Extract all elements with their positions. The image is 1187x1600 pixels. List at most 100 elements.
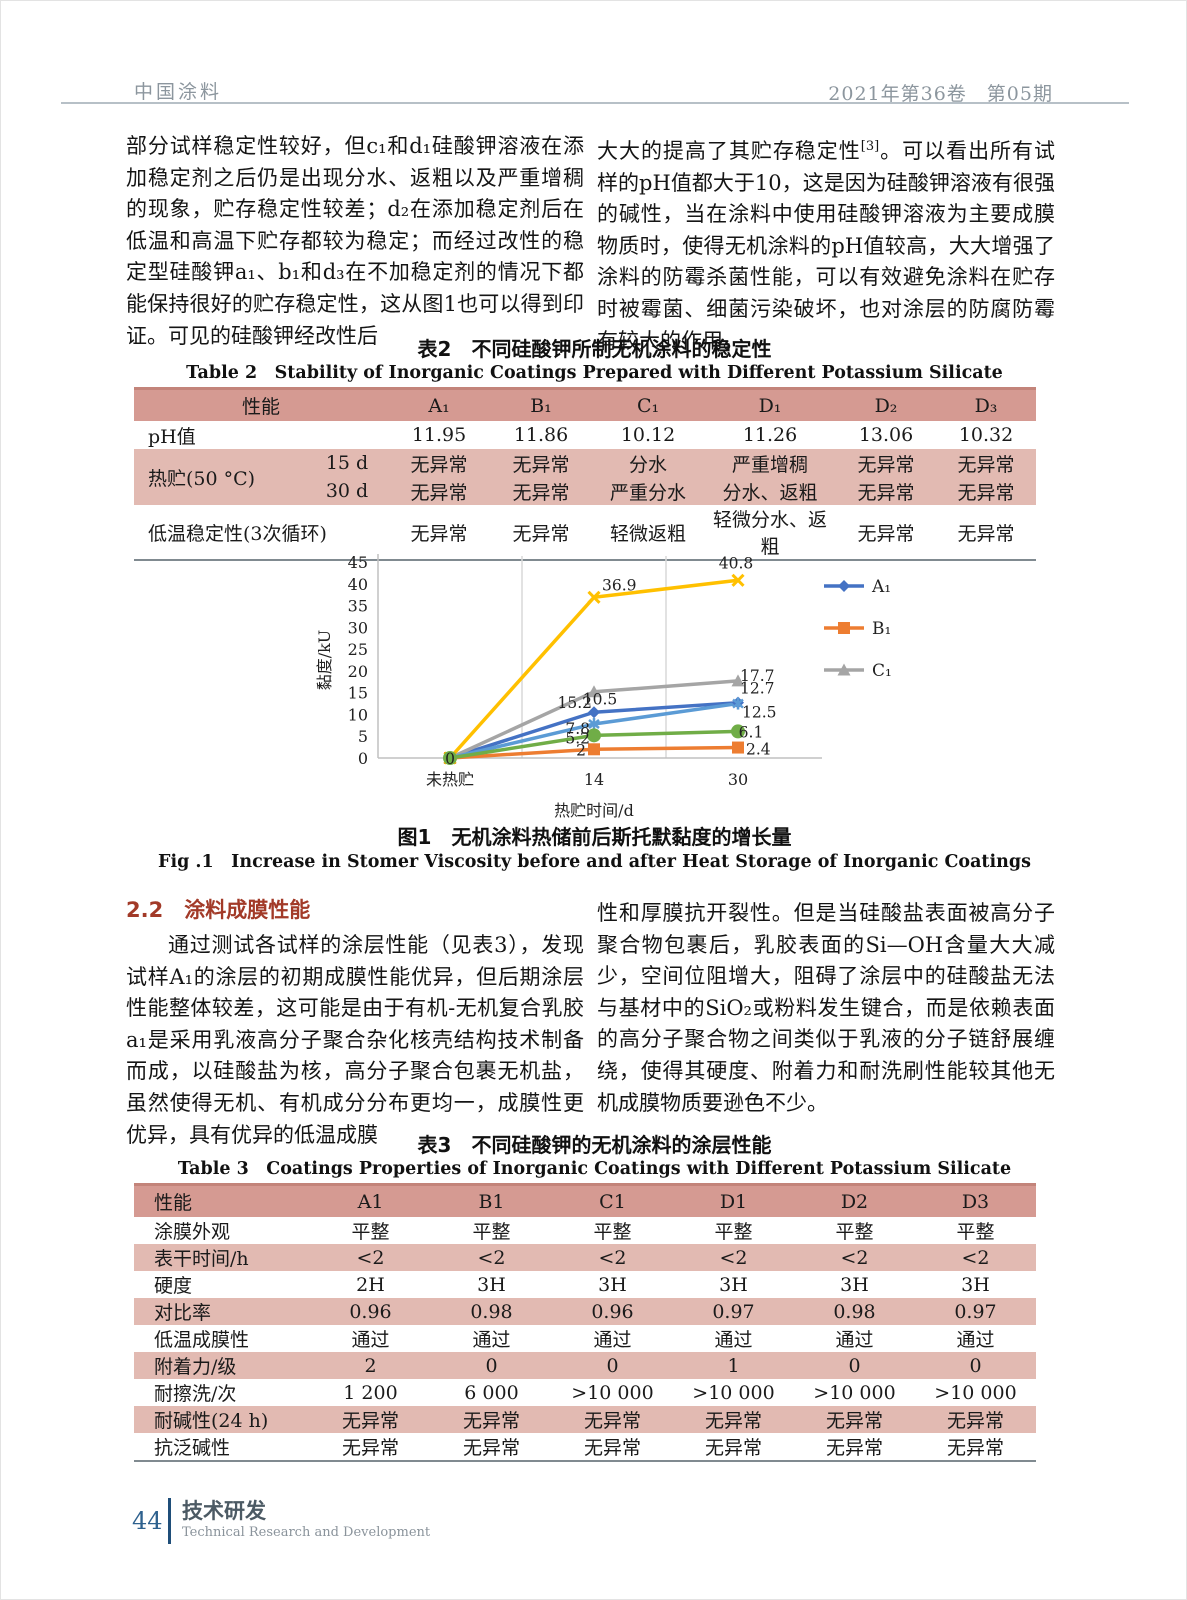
table-cell: 无异常 <box>704 1437 762 1459</box>
table-cell: 无异常 <box>410 453 468 476</box>
series-marker <box>732 698 744 709</box>
table3-coating-properties: 性能 A1 B1 C1 D1 D2 D3 涂膜外观 平整 平整 平整 平整 平整 平整 表干时间/h <2 <2… <box>134 1183 1036 1462</box>
table-cell: <2 <box>840 1246 869 1269</box>
table-cell: 0 <box>485 1354 498 1377</box>
table-row: 附着力/级 2 0 0 1 0 0 <box>134 1352 1036 1379</box>
table-cell: 无异常 <box>857 522 915 545</box>
table-cell: 通过 <box>472 1329 511 1351</box>
table-cell: 无异常 <box>857 453 915 476</box>
table3-col-header: 性能 <box>134 1183 310 1217</box>
data-label: 5.2 <box>565 729 590 747</box>
table-cell: 0.97 <box>712 1300 755 1323</box>
table-cell: 11.95 <box>411 424 467 446</box>
table-row: 性能 A₁ B₁ C₁ D₁ D₂ D₃ <box>134 387 1037 421</box>
table-cell: 平整 <box>593 1221 632 1243</box>
series-marker <box>587 590 601 604</box>
table-cell: 0.98 <box>833 1300 876 1323</box>
table-cell: 无异常 <box>857 481 915 504</box>
table-cell: <2 <box>477 1246 506 1269</box>
footer-section-en: Technical Research and Development <box>182 1525 431 1540</box>
x-tick-label: 14 <box>584 770 604 789</box>
y-tick-label: 15 <box>348 684 368 703</box>
table-cell: 平整 <box>835 1221 874 1243</box>
table-cell: 1 <box>727 1354 740 1377</box>
section22-paragraph-right: 性和厚膜抗开裂性。但是当硅酸盐表面被高分子聚合物包裹后，乳胶表面的Si—OH含量… <box>597 901 1055 1115</box>
table-cell: 附着力/级 <box>154 1356 237 1378</box>
table-cell: 无异常 <box>946 1410 1004 1432</box>
y-tick-label: 10 <box>348 705 368 724</box>
table-cell: 无异常 <box>957 481 1015 504</box>
table-cell: 10.12 <box>620 424 676 446</box>
table-cell: >10 000 <box>571 1381 654 1404</box>
table2-col-header: D₁ <box>704 387 837 421</box>
table-cell: 3H <box>719 1273 748 1296</box>
fig1-caption-zh: 图1 无机涂料热储前后斯托默黏度的增长量 <box>397 825 792 849</box>
series-marker <box>838 580 850 592</box>
data-label: 10.5 <box>583 690 618 708</box>
series-marker <box>588 743 600 756</box>
y-tick-label: 20 <box>348 662 368 681</box>
table2-stability: 性能 A₁ B₁ C₁ D₁ D₂ D₃ pH值 11.95 11.86 10.12 11.26 13.… <box>134 387 1037 561</box>
table-cell: 11.86 <box>513 424 569 446</box>
section-heading-2-2: 2.2 涂料成膜性能 <box>126 898 311 922</box>
x-tick-label: 未热贮 <box>426 770 474 789</box>
table-row: 低温稳定性(3次循环) 无异常 无异常 轻微返粗 轻微分水、返粗 无异常 无异常 <box>134 505 1036 560</box>
series-marker <box>837 663 851 676</box>
table-cell: 通过 <box>835 1329 874 1351</box>
legend-label: B₁ <box>872 619 891 639</box>
table-cell: 平整 <box>351 1221 390 1243</box>
table-row: 耐碱性(24 h) 无异常 无异常 无异常 无异常 无异常 无异常 <box>134 1406 1036 1433</box>
table3-title-en: Table 3 Coatings Properties of Inorganic… <box>177 1159 1012 1179</box>
table-cell: 0.96 <box>591 1300 634 1323</box>
table-cell: 11.26 <box>742 424 798 446</box>
table2-col-header: 性能 <box>134 387 389 421</box>
data-label: 2.4 <box>746 741 771 759</box>
table3-col-header: C1 <box>552 1183 673 1217</box>
y-tick-label: 30 <box>348 618 368 637</box>
intro-paragraph-left: 部分试样稳定性较好，但c₁和d₁硅酸钾溶液在添加稳定剂之后仍是出现分水、返粗以及… <box>126 134 584 348</box>
table3-col-header: D3 <box>915 1183 1036 1217</box>
table-cell: 无异常 <box>341 1410 399 1432</box>
table-cell: 严重增稠 <box>732 453 809 476</box>
data-label: 2 <box>576 741 586 759</box>
data-label: 36.9 <box>602 576 637 594</box>
table3-col-header: B1 <box>431 1183 552 1217</box>
table-cell: 无异常 <box>462 1437 520 1459</box>
intro-paragraph-right: 大大的提高了其贮存稳定性[3]。可以看出所有试样的pH值都大于10，这是因为硅酸… <box>597 131 1055 357</box>
table-cell: 无异常 <box>512 522 570 545</box>
footer-section-zh: 技术研发 <box>182 1499 266 1523</box>
header-rule <box>61 102 1129 104</box>
table-cell: <2 <box>719 1246 748 1269</box>
table-cell: 热贮(50 °C) <box>148 467 256 490</box>
series-marker <box>731 724 745 739</box>
table-cell: 耐擦洗/次 <box>154 1383 237 1405</box>
data-label: 6.1 <box>739 723 764 741</box>
series-marker <box>587 728 601 743</box>
table-cell: 3H <box>840 1273 869 1296</box>
table-cell: 15 d <box>325 452 369 474</box>
table-cell: 无异常 <box>825 1437 883 1459</box>
table2-title-en: Table 2 Stability of Inorganic Coatings … <box>186 363 1003 383</box>
table-cell: 0.97 <box>954 1300 997 1323</box>
table-cell: 2H <box>356 1273 385 1296</box>
table-cell: 低温成膜性 <box>154 1329 250 1351</box>
table2-col-header: B₁ <box>490 387 593 421</box>
legend-label: A₁ <box>871 577 891 597</box>
table-cell: 平整 <box>956 1221 995 1243</box>
table-cell: 轻微返粗 <box>610 522 687 545</box>
table-cell: 通过 <box>956 1329 995 1351</box>
table-cell: <2 <box>598 1246 627 1269</box>
table-row: 性能 A1 B1 C1 D1 D2 D3 <box>134 1183 1036 1217</box>
data-label: 12.7 <box>740 680 775 698</box>
table-cell: 3H <box>961 1273 990 1296</box>
table-cell: 无异常 <box>410 522 468 545</box>
table2-col-header: D₃ <box>936 387 1037 421</box>
table-row: pH值 11.95 11.86 10.12 11.26 13.06 10.32 <box>134 421 1036 449</box>
data-label: 12.5 <box>742 704 777 722</box>
table-cell: 抗泛碱性 <box>154 1437 231 1459</box>
table3-col-header: D1 <box>673 1183 794 1217</box>
table-cell: 无异常 <box>583 1437 641 1459</box>
table-cell: 无异常 <box>946 1437 1004 1459</box>
